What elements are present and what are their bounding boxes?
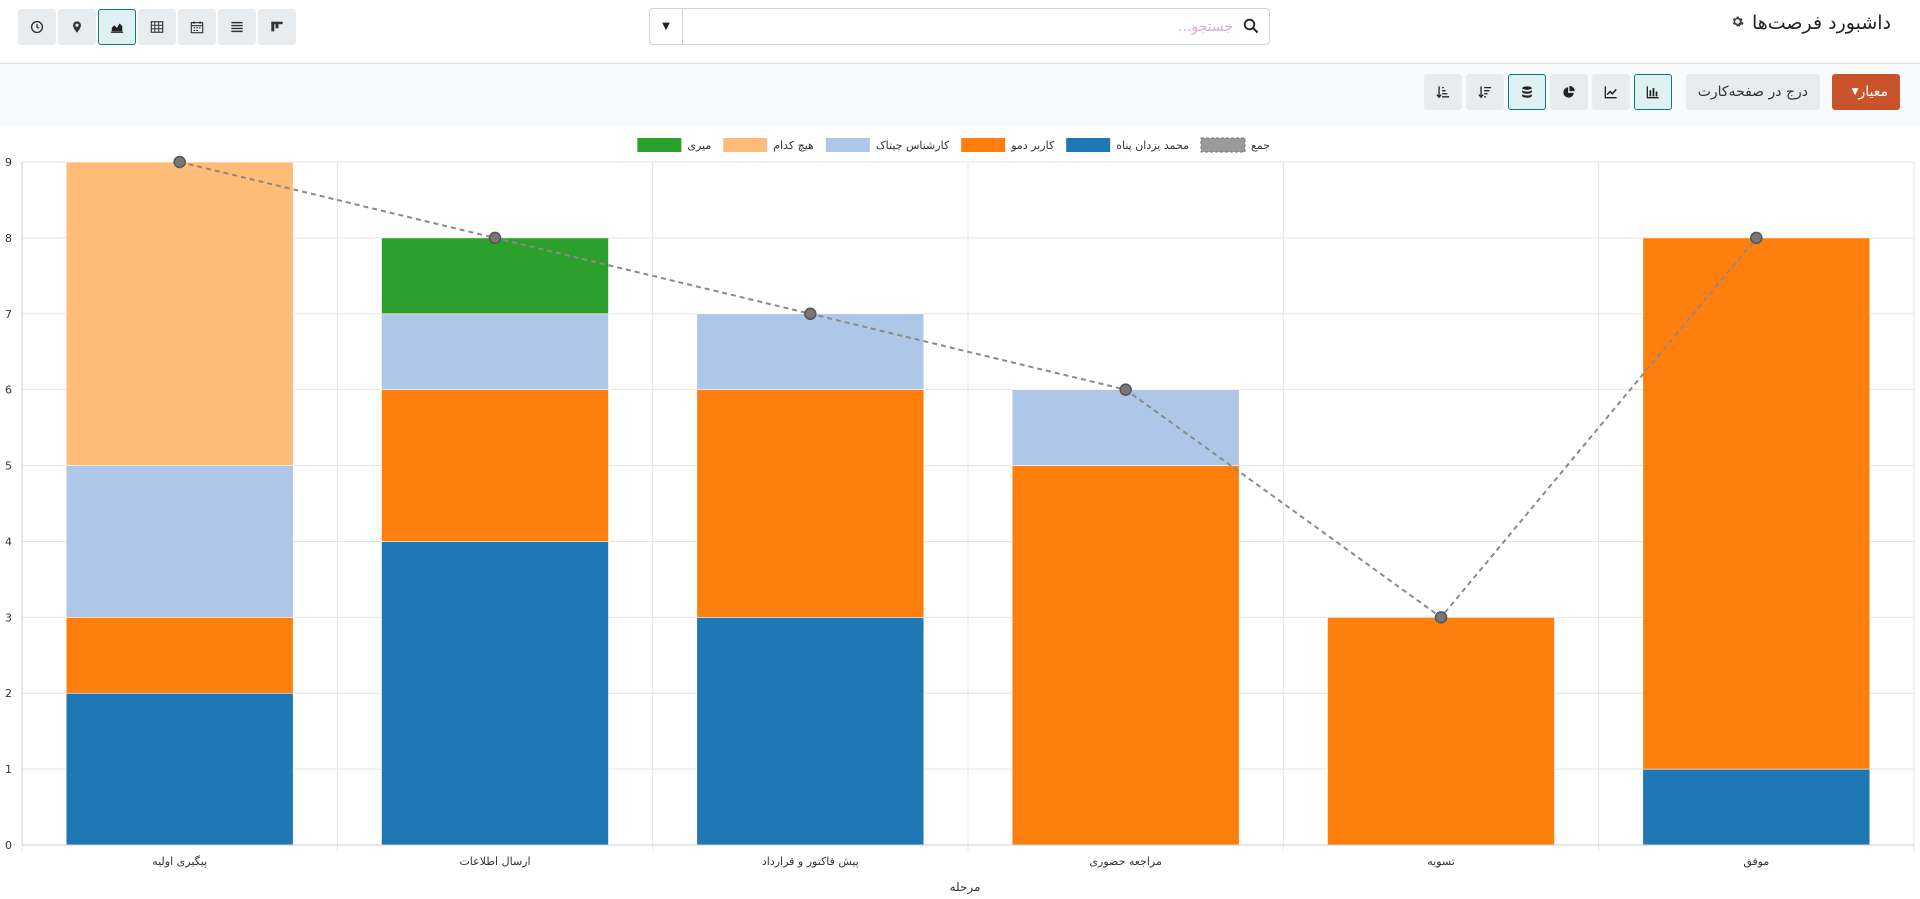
list-icon <box>231 21 243 33</box>
view-switcher <box>18 9 298 45</box>
legend-swatch <box>723 138 768 152</box>
breadcrumb: داشبورد فرصت‌ها <box>1731 12 1891 34</box>
bar-segment <box>1642 768 1871 846</box>
legend-swatch <box>961 138 1006 152</box>
bar-segment <box>1011 389 1240 466</box>
total-line-path <box>179 161 1758 619</box>
y-tick-label: 2 <box>5 687 12 700</box>
graph-icon <box>110 23 124 33</box>
legend-label: میری <box>687 139 711 152</box>
insert-dashboard-button[interactable]: درج در صفحه‌کارت <box>1685 74 1820 110</box>
total-point <box>1434 611 1448 624</box>
bar-segment <box>1642 237 1871 770</box>
pivot-view-button[interactable] <box>138 9 176 45</box>
y-tick-label: 4 <box>5 535 12 548</box>
bar-segment <box>1011 465 1240 846</box>
top-bar: داشبورد فرصت‌ها ▼ <box>0 0 1920 64</box>
x-tick-label: پیش فاکتور و قرارداد <box>762 855 859 868</box>
calendar-icon <box>190 21 204 34</box>
x-tick-label: تسویه <box>1427 855 1455 868</box>
stacked-toggle-button[interactable] <box>1508 74 1546 110</box>
sort-ascending-button[interactable] <box>1424 74 1462 110</box>
bar-segment <box>65 161 294 466</box>
bar-segment <box>381 313 609 390</box>
legend-swatch <box>1066 138 1111 152</box>
legend-label: محمد یزدان پناه <box>1116 139 1189 152</box>
bar-segment <box>381 237 609 315</box>
calendar-view-button[interactable] <box>178 9 216 45</box>
y-tick-label: 3 <box>5 611 12 624</box>
gear-icon[interactable] <box>1731 15 1744 32</box>
bar-segment <box>65 692 294 846</box>
bar-segment <box>381 541 609 846</box>
search-bar: ▼ <box>649 8 1270 45</box>
bar-segment <box>696 389 925 618</box>
chart-grid <box>21 161 1915 851</box>
activity-clock-icon <box>30 20 44 34</box>
search-input[interactable] <box>731 15 1235 39</box>
bar-chart-button[interactable] <box>1634 74 1672 110</box>
bar-segment <box>696 617 925 846</box>
total-point <box>1119 383 1132 396</box>
y-tick-label: 0 <box>5 839 12 852</box>
pie-chart-icon <box>1563 85 1575 98</box>
measure-label: معیار <box>1858 84 1888 100</box>
chart-legend: جمع محمد یزدان پناه کاربر دمو کارشناس چیتاک… <box>637 137 1270 153</box>
x-axis-label: مرحله <box>950 880 981 895</box>
total-point <box>1750 231 1763 245</box>
legend-label: هیچ کدام <box>773 139 814 152</box>
total-point <box>804 307 817 321</box>
total-line <box>173 155 1763 624</box>
bar-segment <box>65 617 294 694</box>
x-tick-label: پیگیری اولیه <box>152 855 207 868</box>
x-tick-label: موفق <box>1743 855 1769 869</box>
bar-chart-icon <box>1646 86 1659 99</box>
y-tick-label: 7 <box>5 308 12 321</box>
line-chart-button[interactable] <box>1592 74 1630 110</box>
legend-swatch <box>637 138 682 152</box>
measure-dropdown-button[interactable]: معیار ▼ <box>1831 74 1900 110</box>
kanban-icon <box>271 21 283 32</box>
y-tick-label: 5 <box>5 460 12 473</box>
sort-descending-button[interactable] <box>1466 74 1504 110</box>
sort-descending-icon <box>1478 86 1492 99</box>
list-view-button[interactable] <box>218 9 256 45</box>
chart-bars <box>65 161 1871 846</box>
y-tick-label: 9 <box>5 156 12 169</box>
sort-ascending-icon <box>1436 86 1450 99</box>
y-tick-label: 8 <box>5 232 12 245</box>
legend-label: کاربر دمو <box>1010 139 1055 152</box>
pivot-table-icon <box>150 21 164 33</box>
legend-swatch <box>825 138 870 152</box>
y-tick-label: 6 <box>5 384 12 397</box>
chart-axes: 0 1 2 3 4 5 6 7 8 9 پیگیری اولیه ارسال اطلاعات پیش ف… <box>5 156 1914 869</box>
bar-segment <box>696 313 925 390</box>
legend-label: جمع <box>1251 139 1270 152</box>
bar-segment <box>1327 617 1555 846</box>
kanban-view-button[interactable] <box>258 9 296 45</box>
search-options-dropdown[interactable]: ▼ <box>650 9 683 44</box>
database-stack-icon <box>1522 86 1532 98</box>
caret-down-icon: ▼ <box>662 21 670 32</box>
legend-label: کارشناس چیتاک <box>876 139 950 152</box>
pie-chart-button[interactable] <box>1550 74 1588 110</box>
legend-swatch-total <box>1200 137 1246 153</box>
x-tick-label: مراجعه حضوری <box>1089 855 1162 868</box>
bar-segment <box>65 465 294 618</box>
total-point <box>488 231 502 245</box>
search-icon[interactable] <box>1243 18 1259 34</box>
bar-segment <box>381 389 609 542</box>
line-chart-icon <box>1604 86 1617 99</box>
total-point <box>173 155 186 169</box>
activity-view-button[interactable] <box>18 9 56 45</box>
graph-view-button[interactable] <box>98 9 136 45</box>
control-panel: معیار ▼ درج در صفحه‌کارت <box>0 64 1920 126</box>
map-pin-icon <box>73 21 81 33</box>
stacked-bar-chart: جمع محمد یزدان پناه کاربر دمو کارشناس چیتاک… <box>5 137 1915 895</box>
y-tick-label: 1 <box>5 763 12 776</box>
page-title: داشبورد فرصت‌ها <box>1751 12 1891 34</box>
map-view-button[interactable] <box>58 9 96 45</box>
x-tick-label: ارسال اطلاعات <box>459 855 530 868</box>
caret-down-icon: ▼ <box>1851 87 1859 97</box>
